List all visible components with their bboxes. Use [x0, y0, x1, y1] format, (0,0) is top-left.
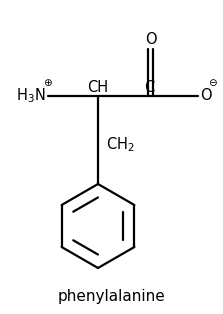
Text: $\oplus$: $\oplus$	[43, 77, 53, 88]
Text: $\ominus$: $\ominus$	[208, 77, 218, 88]
Text: phenylalanine: phenylalanine	[58, 289, 165, 304]
Text: O: O	[145, 32, 157, 47]
Text: CH$_2$: CH$_2$	[106, 136, 135, 154]
Text: C: C	[144, 80, 154, 95]
Text: O: O	[200, 88, 212, 102]
Text: H$_3$N: H$_3$N	[17, 87, 46, 106]
Text: CH: CH	[87, 80, 109, 95]
